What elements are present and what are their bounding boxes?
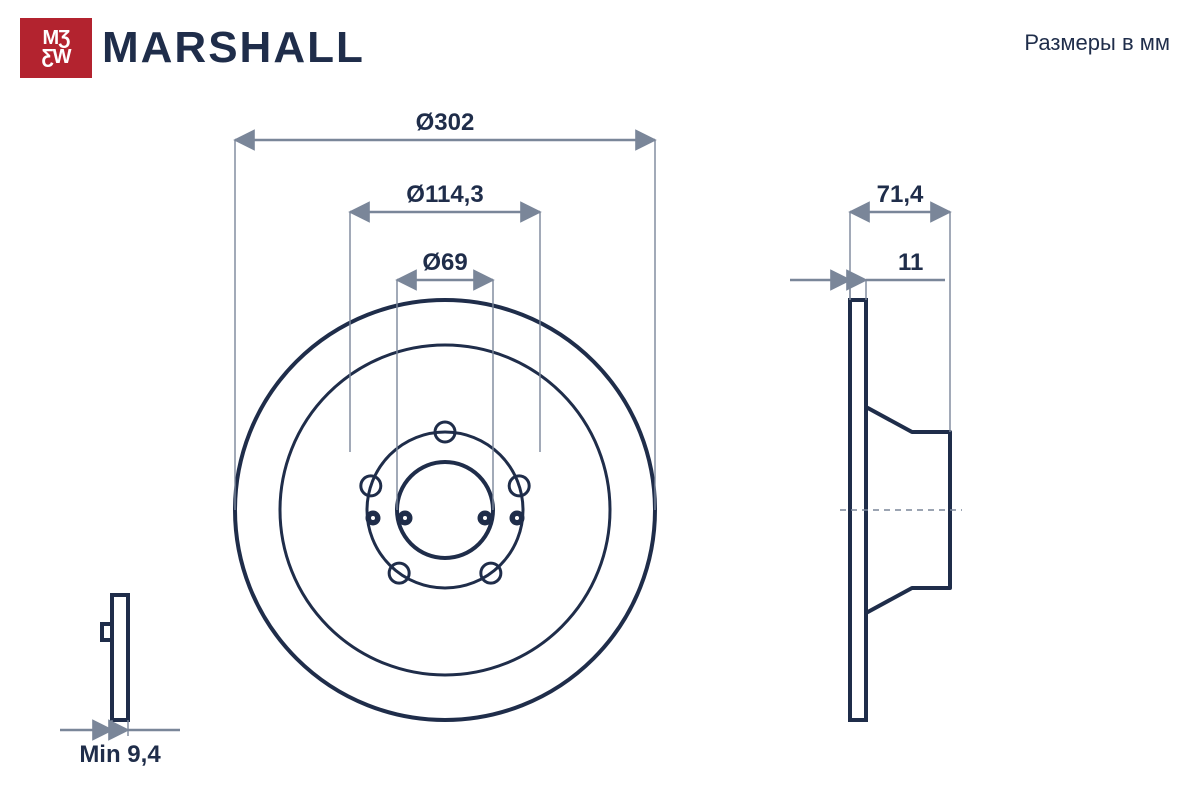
svg-text:11: 11 [898, 249, 923, 276]
svg-text:Ø114,3: Ø114,3 [406, 181, 483, 208]
svg-text:Min 9,4: Min 9,4 [79, 741, 161, 768]
page-root: MƷ ƸW MARSHALL Размеры в мм Ø302Ø114,3Ø6… [0, 0, 1200, 800]
svg-text:Ø69: Ø69 [422, 249, 467, 276]
svg-text:71,4: 71,4 [877, 181, 924, 208]
svg-text:Ø302: Ø302 [416, 109, 475, 136]
technical-drawing: Ø302 Ø114,3 Ø69 71,4 11 Min 9,4 [0, 0, 1200, 800]
